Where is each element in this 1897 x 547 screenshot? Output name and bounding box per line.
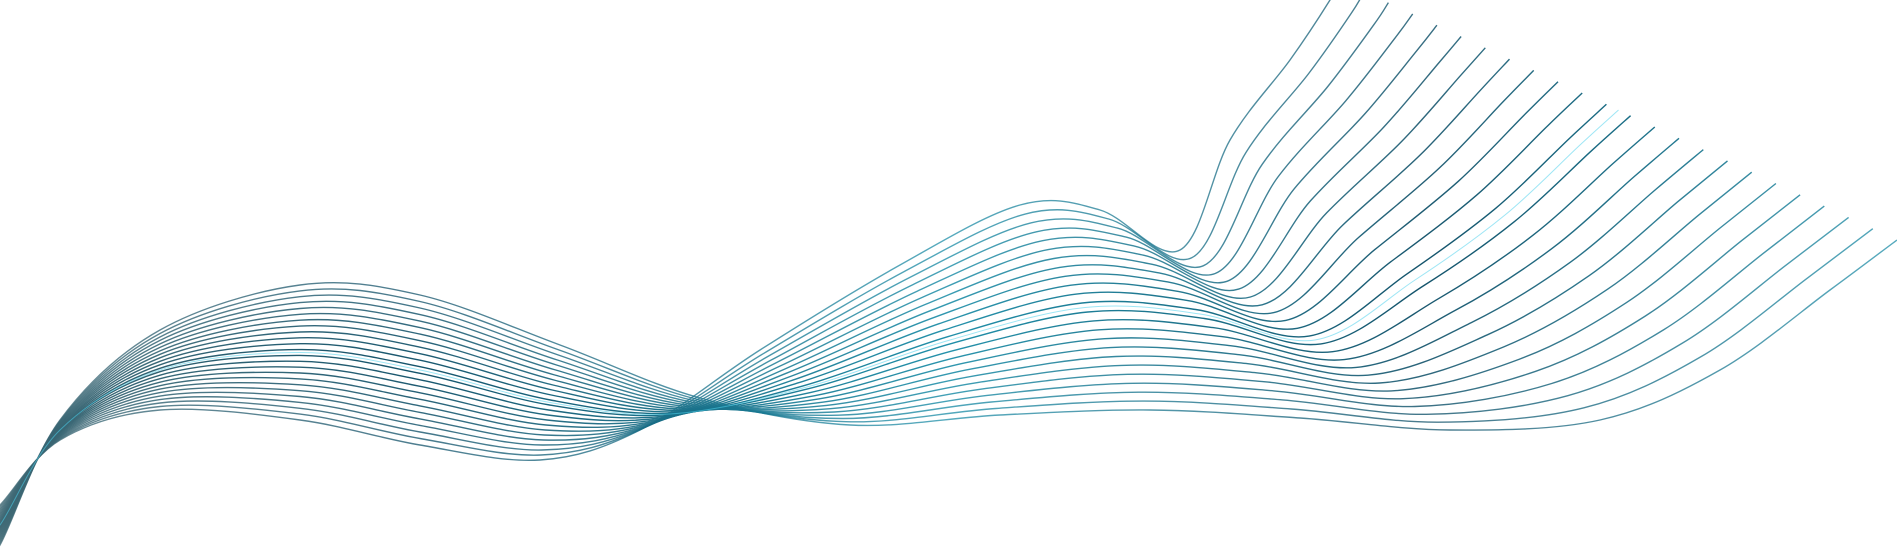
- wave-line: [0, 58, 1511, 519]
- wave-line: [0, 0, 1331, 506]
- wave-line: [0, 115, 1632, 528]
- wave-line: [0, 182, 1777, 538]
- wave-line-highlight: [0, 109, 1619, 526]
- wave-line: [0, 194, 1801, 540]
- wave-line: [0, 13, 1414, 512]
- wave-line: [0, 171, 1753, 536]
- wave-line: [0, 47, 1486, 517]
- wave-line: [0, 0, 1361, 508]
- wave-line: [0, 103, 1607, 526]
- wave-line: [0, 92, 1583, 524]
- wave-line: [0, 36, 1462, 515]
- wave-line: [0, 24, 1438, 514]
- wave-line: [0, 239, 1897, 547]
- wave-line: [0, 2, 1389, 510]
- wave-line: [0, 126, 1656, 529]
- wave-line: [0, 228, 1874, 545]
- wave-line: [0, 160, 1728, 535]
- wave-line: [0, 137, 1680, 531]
- wave-line: [0, 81, 1559, 522]
- wave-line: [0, 69, 1535, 520]
- wave-line: [0, 205, 1825, 542]
- wave-line: [0, 149, 1704, 533]
- wave-line: [0, 216, 1850, 543]
